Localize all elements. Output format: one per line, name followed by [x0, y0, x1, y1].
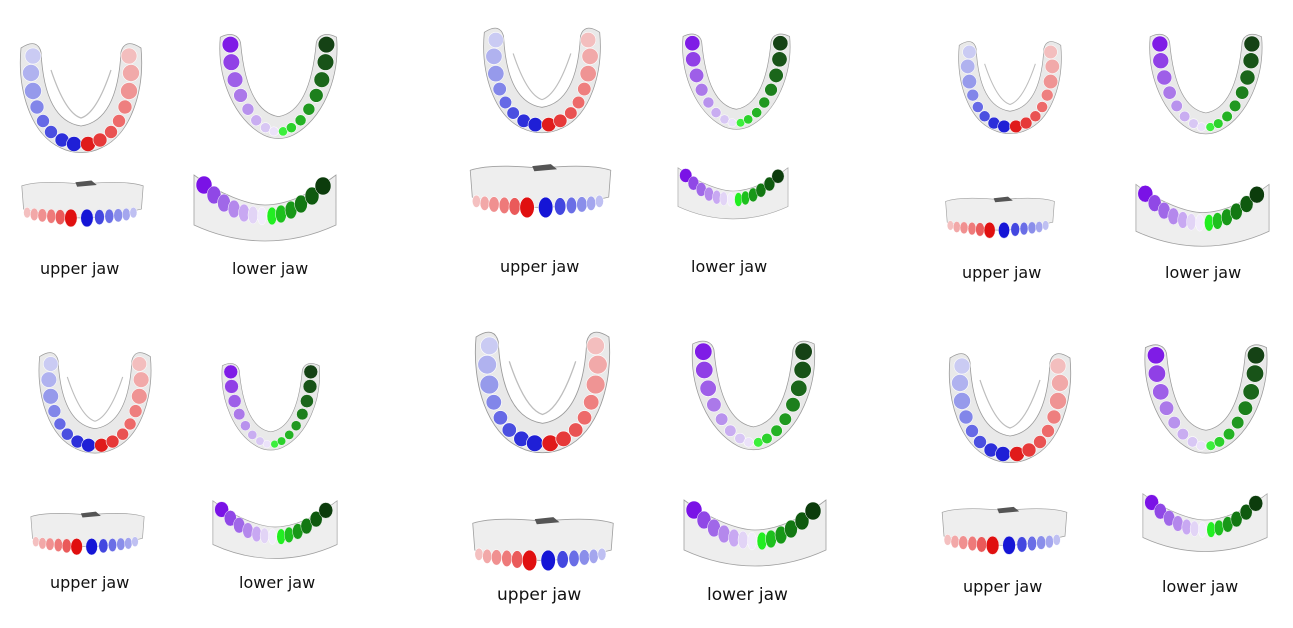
lower-jaw-top-view: [205, 28, 350, 148]
upper-jaw-front-view: [448, 162, 633, 224]
upper-jaw-caption: upper jaw: [497, 585, 582, 605]
lower-jaw-top-view: [195, 358, 345, 458]
lower-jaw-top-view: [648, 28, 823, 138]
upper-jaw-top-view: [462, 15, 622, 140]
upper-jaw-caption: upper jaw: [50, 573, 130, 592]
lower-jaw-caption: lower jaw: [707, 585, 788, 605]
group-3: upper jaw lower jaw: [905, 0, 1293, 300]
upper-jaw-caption: upper jaw: [40, 259, 120, 278]
group-5: upper jaw lower jaw: [440, 310, 840, 620]
lower-jaw-front-view: [1130, 175, 1275, 250]
upper-jaw-top-view: [465, 315, 620, 463]
lower-jaw-caption: lower jaw: [232, 259, 309, 278]
upper-jaw-top-view: [935, 30, 1085, 140]
lower-jaw-front-view: [680, 490, 830, 570]
lower-jaw-front-view: [1130, 485, 1280, 555]
upper-jaw-caption: upper jaw: [962, 263, 1042, 282]
upper-jaw-caption: upper jaw: [963, 577, 1043, 596]
lower-jaw-front-view: [200, 492, 350, 562]
lower-jaw-caption: lower jaw: [1162, 577, 1239, 596]
lower-jaw-caption: lower jaw: [1165, 263, 1242, 282]
group-1: upper jaw lower jaw: [0, 0, 360, 300]
upper-jaw-front-view: [20, 178, 145, 233]
upper-jaw-front-view: [937, 505, 1072, 560]
lower-jaw-top-view: [1130, 28, 1280, 143]
lower-jaw-caption: lower jaw: [691, 257, 768, 276]
upper-jaw-caption: upper jaw: [500, 257, 580, 276]
group-6: upper jaw lower jaw: [905, 320, 1293, 620]
upper-jaw-front-view: [20, 510, 155, 560]
lower-jaw-front-view: [185, 165, 345, 245]
lower-jaw-top-view: [685, 332, 820, 462]
upper-jaw-front-view: [940, 195, 1060, 243]
upper-jaw-top-view: [6, 30, 156, 160]
lower-jaw-front-view: [658, 160, 808, 222]
lower-jaw-top-view: [1130, 338, 1280, 463]
lower-jaw-caption: lower jaw: [239, 573, 316, 592]
group-4: upper jaw lower jaw: [0, 320, 360, 620]
upper-jaw-top-view: [20, 340, 170, 460]
upper-jaw-top-view: [935, 340, 1085, 470]
upper-jaw-front-view: [468, 515, 618, 577]
group-2: upper jaw lower jaw: [440, 0, 840, 300]
